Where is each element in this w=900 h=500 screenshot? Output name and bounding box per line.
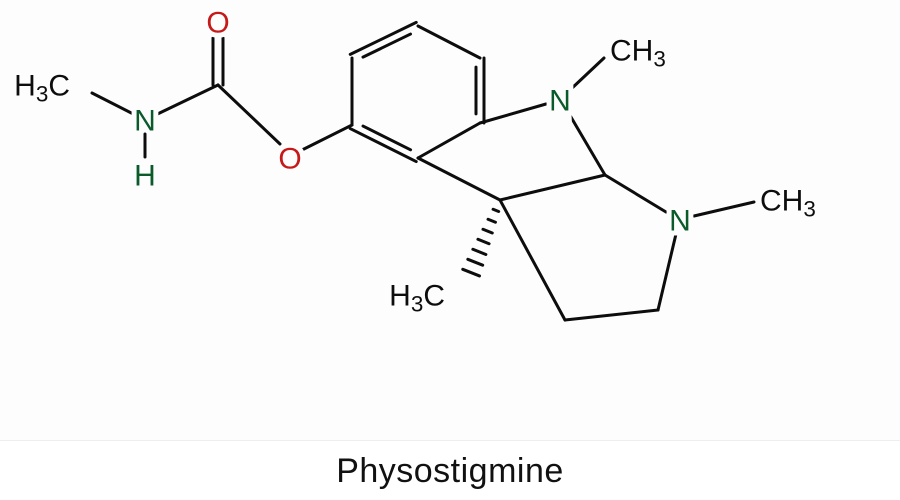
- compound-name: Physostigmine: [336, 452, 564, 491]
- atom-label-ch3_2: CH3: [610, 35, 666, 72]
- atom-label-o_sgl: O: [278, 143, 301, 176]
- atom-label-h1: H: [134, 160, 156, 193]
- atom-label-n3: N: [669, 205, 691, 238]
- atom-label-ch3_q: H3C: [389, 280, 445, 317]
- atom-label-n2: N: [549, 85, 571, 118]
- atom-label-ch3_1: H3C: [14, 70, 70, 107]
- atom-label-o_dbl: O: [206, 7, 229, 40]
- compound-caption: Physostigmine: [0, 441, 900, 500]
- atom-label-ch3_3: CH3: [760, 185, 816, 222]
- molecule-canvas: NNHHH3CH3COOOONNCH3CH3H3CH3CNNCH3CH3: [0, 0, 900, 441]
